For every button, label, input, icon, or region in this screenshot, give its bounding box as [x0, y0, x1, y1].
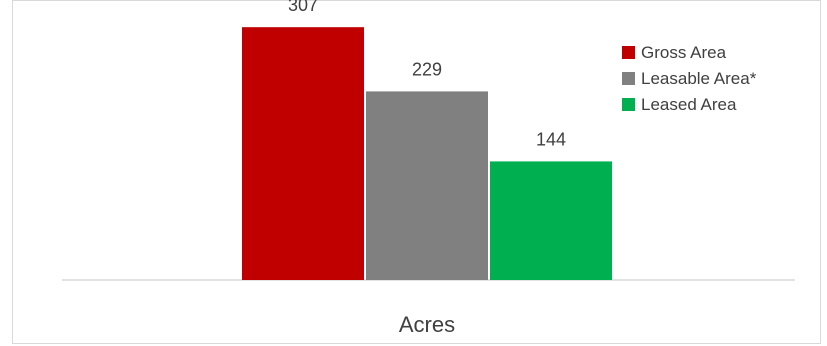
data-label: 144 — [536, 129, 566, 149]
bar-leasable-area — [366, 91, 488, 280]
data-label: 307 — [288, 0, 318, 15]
legend: Gross Area Leasable Area* Leased Area — [622, 43, 757, 114]
legend-swatch — [622, 98, 635, 111]
bars-group — [242, 27, 612, 281]
legend-label: Leased Area — [641, 95, 737, 114]
bar-leased-area — [490, 161, 612, 280]
data-labels-group: 307 229 144 — [288, 0, 566, 149]
data-label: 229 — [412, 59, 442, 79]
bar-gross-area — [242, 27, 364, 281]
x-axis-label: Acres — [399, 312, 455, 337]
legend-swatch — [622, 46, 635, 59]
legend-label: Gross Area — [641, 43, 727, 62]
legend-swatch — [622, 72, 635, 85]
legend-label: Leasable Area* — [641, 69, 757, 88]
